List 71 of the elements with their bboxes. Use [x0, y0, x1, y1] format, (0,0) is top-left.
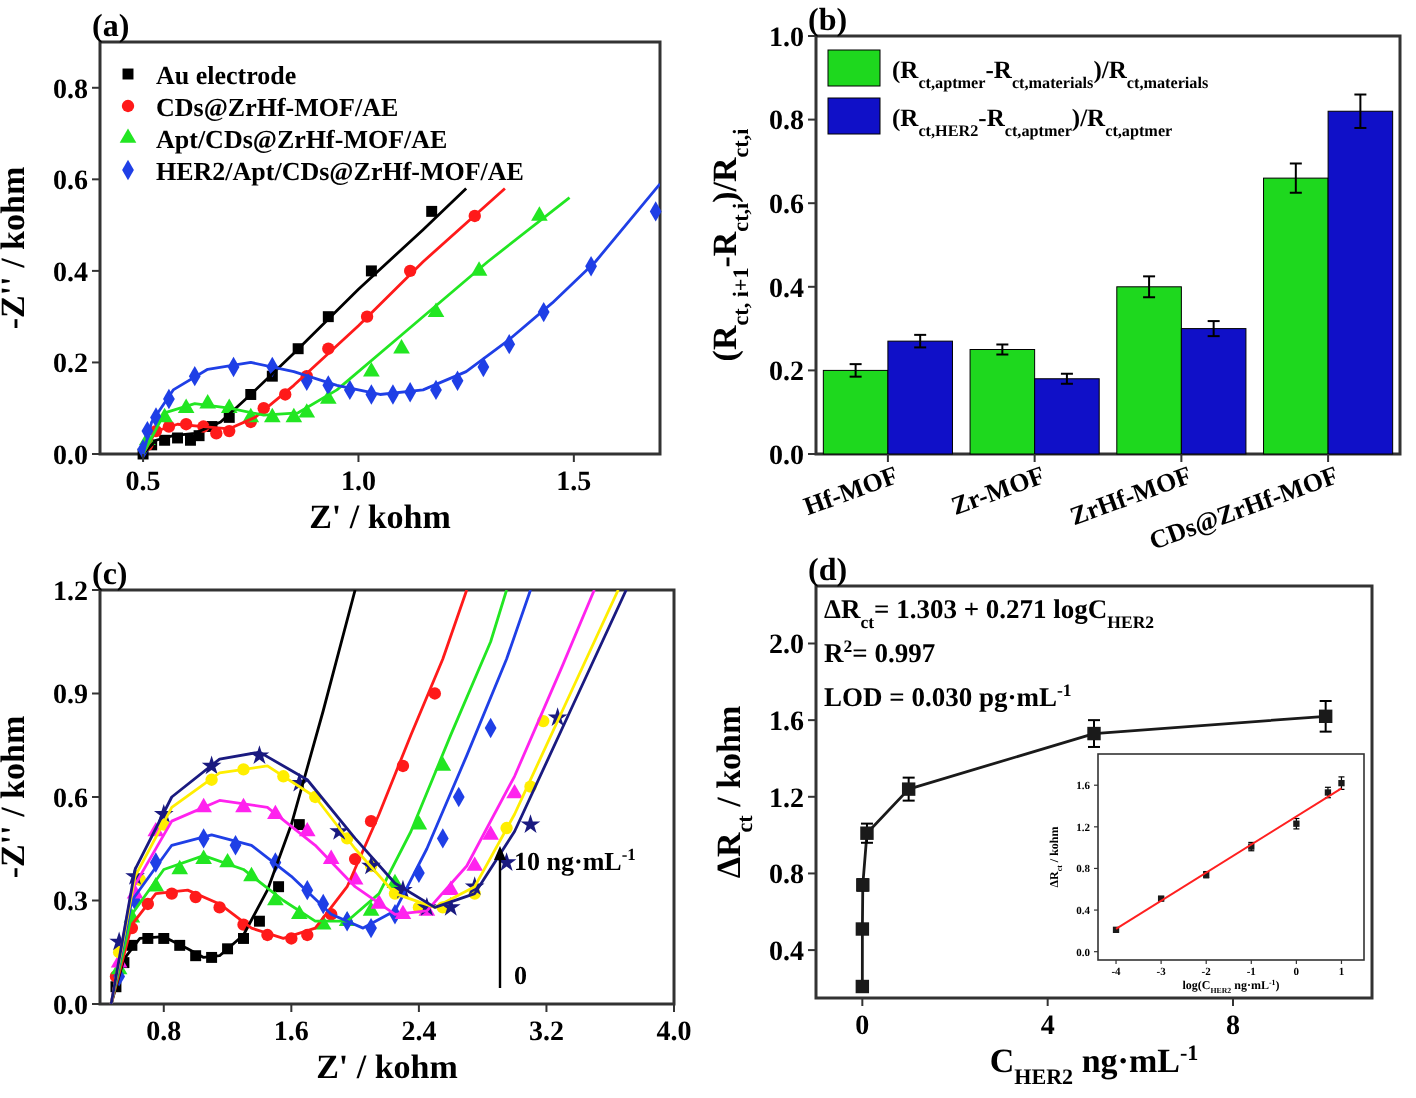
- legend-label: HER2/Apt/CDs@ZrHf-MOF/AE: [156, 156, 524, 186]
- point: [393, 339, 410, 354]
- y-tick-label: 0.0: [53, 991, 88, 1022]
- legend-label: CDs@ZrHf-MOF/AE: [156, 92, 399, 122]
- point: [1318, 709, 1333, 724]
- point: [860, 826, 874, 840]
- point: [496, 852, 517, 871]
- legend-label: (R$_{ct,aptmer}$-R$_{ct,materials}$)/R$_{ct,materials}$: [892, 56, 1209, 91]
- x-tick-label: 4: [1040, 1012, 1055, 1042]
- point: [293, 819, 305, 831]
- x-tick-label: 8: [1226, 1012, 1240, 1042]
- x-axis-title: Z' / kohm: [316, 1048, 458, 1086]
- y-tick-label: 0.2: [769, 358, 804, 389]
- x-tick-label: 1.5: [556, 468, 592, 498]
- y-tick-label: 0.2: [53, 350, 88, 381]
- y-tick-label: 0.8: [53, 75, 88, 106]
- point: [855, 979, 870, 994]
- x-tick-label: 1.6: [273, 1018, 309, 1048]
- y-tick-label: 0.6: [53, 784, 88, 815]
- y-axis-title: -Z'' / kohm: [0, 166, 32, 330]
- x-tick-label: 1.0: [340, 468, 376, 498]
- point: [466, 856, 484, 871]
- y-tick-label: 0.3: [53, 888, 88, 919]
- point: [363, 361, 380, 377]
- y-tick-label: 0.0: [53, 441, 88, 472]
- legend-label: Au electrode: [156, 60, 297, 90]
- point: [428, 687, 442, 700]
- point: [520, 814, 541, 833]
- legend-label: Apt/CDs@ZrHf-MOF/AE: [156, 124, 448, 154]
- y-axis-title: -Z'' / kohm: [0, 715, 32, 879]
- x-tick-label: 2.4: [401, 1018, 437, 1048]
- y-tick-label: 0.0: [769, 441, 804, 472]
- y-tick-label: 0.4: [53, 258, 88, 289]
- x-axis-title: C$_{HER2}$ ng·mL$^{-1}$: [989, 1042, 1199, 1090]
- annotation: ΔR$_{ct}$= 1.303 + 0.271 logC$_{HER2}$: [824, 594, 1155, 632]
- y-tick-label: 1.6: [769, 707, 804, 738]
- point: [298, 403, 316, 418]
- chart-title: (a): [92, 10, 130, 44]
- point: [482, 825, 499, 840]
- line-series: [109, 590, 357, 1004]
- y-tick-label: 0.4: [769, 937, 804, 968]
- y-tick-label: 1.2: [769, 784, 804, 815]
- annotation: R$^{2}$= 0.997: [824, 636, 936, 668]
- y-tick-label: 0.4: [769, 274, 804, 305]
- legend-label: (R$_{ct,HER2}$-R$_{ct,aptmer}$)/R$_{ct,aptmer}$: [892, 104, 1174, 139]
- x-tick-label: 0.5: [125, 468, 161, 498]
- chart-title: (c): [92, 558, 128, 592]
- y-tick-label: 2.0: [769, 631, 804, 662]
- point: [273, 881, 285, 893]
- y-tick-label: 0.9: [53, 681, 88, 712]
- annotation: LOD = 0.030 pg·mL$^{-1}$: [824, 680, 1072, 712]
- x-tick-label: 0: [855, 1012, 870, 1042]
- point: [506, 783, 523, 799]
- x-axis-title: Z' / kohm: [309, 498, 451, 536]
- annotation: 10 ng·mL$^{-1}$: [514, 844, 636, 876]
- y-tick-label: 0.6: [53, 167, 88, 198]
- y-tick-label: 0.8: [769, 861, 804, 892]
- y-tick-label: 0.8: [769, 107, 804, 138]
- y-tick-label: 1.0: [769, 23, 804, 54]
- point: [253, 915, 265, 927]
- point: [426, 205, 438, 217]
- x-tick-label: 3.2: [528, 1018, 564, 1048]
- point: [855, 922, 870, 936]
- point: [901, 782, 916, 796]
- chart-title: (b): [808, 4, 848, 38]
- y-tick-label: 0.6: [769, 191, 804, 221]
- x-tick-label: 4.0: [656, 1018, 692, 1048]
- point: [1087, 726, 1101, 741]
- chart-title: (d): [808, 554, 848, 588]
- y-tick-label: 1.2: [53, 577, 88, 608]
- x-tick-label: 0.8: [146, 1018, 182, 1048]
